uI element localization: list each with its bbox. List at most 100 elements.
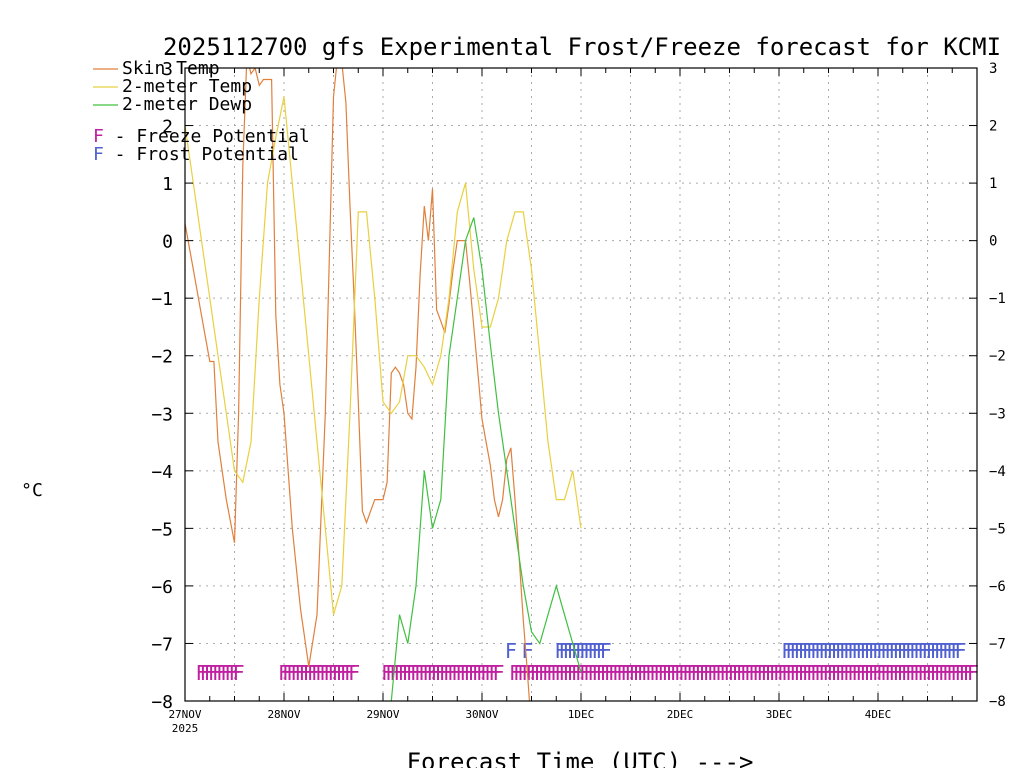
freeze-flag: F: [459, 661, 471, 685]
frost-flag: F: [802, 639, 814, 663]
frost-flag: F: [913, 639, 925, 663]
freeze-flag: F: [872, 661, 884, 685]
freeze-flag: F: [839, 661, 851, 685]
frost-flag: F: [563, 639, 575, 663]
freeze-flag: F: [344, 661, 356, 685]
frost-flag: F: [938, 639, 950, 663]
freeze-flag: F: [294, 661, 306, 685]
freeze-flag: F: [195, 661, 207, 685]
frost-flag: F: [521, 639, 533, 663]
freeze-flag: F: [806, 661, 818, 685]
freeze-flag: F: [307, 661, 319, 685]
x-tick-sublabel: 2025: [172, 722, 199, 735]
x-tick-label: 30NOV: [465, 708, 498, 721]
freeze-flag: F: [798, 661, 810, 685]
y-tick-label-right: 0: [989, 234, 997, 250]
freeze-flag: F: [451, 661, 463, 685]
freeze-flag: F: [575, 661, 587, 685]
freeze-flag: F: [868, 661, 880, 685]
freeze-flag: F: [315, 661, 327, 685]
y-tick-label-left: −4: [151, 462, 173, 483]
y-tick-label-right: −8: [989, 694, 1006, 710]
freeze-flag: F: [855, 661, 867, 685]
freeze-flag: F: [876, 661, 888, 685]
x-tick-label: 28NOV: [267, 708, 300, 721]
grid-layer: [185, 68, 977, 701]
freeze-flag: F: [282, 661, 294, 685]
series-line-2-meter-dewp: [390, 217, 582, 701]
freeze-flag: F: [600, 661, 612, 685]
freeze-flag: F: [967, 661, 979, 685]
freeze-flag: F: [480, 661, 492, 685]
frost-flag: F: [818, 639, 830, 663]
freeze-flag: F: [233, 661, 245, 685]
freeze-flag: F: [336, 661, 348, 685]
freeze-flag: F: [612, 661, 624, 685]
freeze-flag: F: [761, 661, 773, 685]
freeze-flag: F: [620, 661, 632, 685]
freeze-flag: F: [909, 661, 921, 685]
freeze-flag: F: [893, 661, 905, 685]
frost-flag: F: [814, 639, 826, 663]
freeze-flag: F: [653, 661, 665, 685]
freeze-flag: F: [905, 661, 917, 685]
x-tick-label: 29NOV: [366, 708, 399, 721]
freeze-flag: F: [278, 661, 290, 685]
freeze-flag: F: [649, 661, 661, 685]
freeze-flag: F: [728, 661, 740, 685]
frost-flag: F: [785, 639, 797, 663]
freeze-flag: F: [208, 661, 220, 685]
frost-flag: F: [794, 639, 806, 663]
frost-flag: F: [942, 639, 954, 663]
freeze-flag: F: [538, 661, 550, 685]
freeze-flag: F: [666, 661, 678, 685]
freeze-flag: F: [674, 661, 686, 685]
freeze-flag: F: [220, 661, 232, 685]
frost-flag: F: [810, 639, 822, 663]
frost-flag: F: [587, 639, 599, 663]
freeze-flag: F: [934, 661, 946, 685]
freeze-flag: F: [558, 661, 570, 685]
freeze-flag: F: [550, 661, 562, 685]
frost-flag: F: [847, 639, 859, 663]
frost-flag: F: [505, 639, 517, 663]
frost-flag: F: [880, 639, 892, 663]
freeze-flag: F: [748, 661, 760, 685]
frost-flag: F: [558, 639, 570, 663]
x-tick-label: 1DEC: [568, 708, 595, 721]
freeze-flag: F: [492, 661, 504, 685]
freeze-flag: F: [946, 661, 958, 685]
freeze-flag: F: [340, 661, 352, 685]
y-tick-label-left: 0: [162, 232, 173, 253]
freeze-flag: F: [959, 661, 971, 685]
freeze-flag: F: [534, 661, 546, 685]
y-tick-label-right: −4: [989, 464, 1006, 480]
freeze-flag: F: [567, 661, 579, 685]
frost-flag: F: [855, 639, 867, 663]
freeze-flag: F: [546, 661, 558, 685]
freeze-flag: F: [398, 661, 410, 685]
frost-flag: F: [600, 639, 612, 663]
freeze-flag: F: [954, 661, 966, 685]
freeze-flag: F: [699, 661, 711, 685]
frost-flag: F: [781, 639, 793, 663]
freeze-flag: F: [563, 661, 575, 685]
freeze-flag: F: [637, 661, 649, 685]
freeze-flag: F: [406, 661, 418, 685]
freeze-flag: F: [736, 661, 748, 685]
freeze-flag: F: [327, 661, 339, 685]
freeze-flag: F: [348, 661, 360, 685]
freeze-flag: F: [880, 661, 892, 685]
frost-flag: F: [583, 639, 595, 663]
freeze-flag: F: [695, 661, 707, 685]
frost-flag: F: [921, 639, 933, 663]
freeze-flag: F: [657, 661, 669, 685]
freeze-flag: F: [591, 661, 603, 685]
freeze-flag: F: [224, 661, 236, 685]
freeze-flag: F: [389, 661, 401, 685]
freeze-flag: F: [814, 661, 826, 685]
freeze-flag: F: [711, 661, 723, 685]
y-tick-label-left: −1: [151, 289, 173, 310]
freeze-flag: F: [414, 661, 426, 685]
